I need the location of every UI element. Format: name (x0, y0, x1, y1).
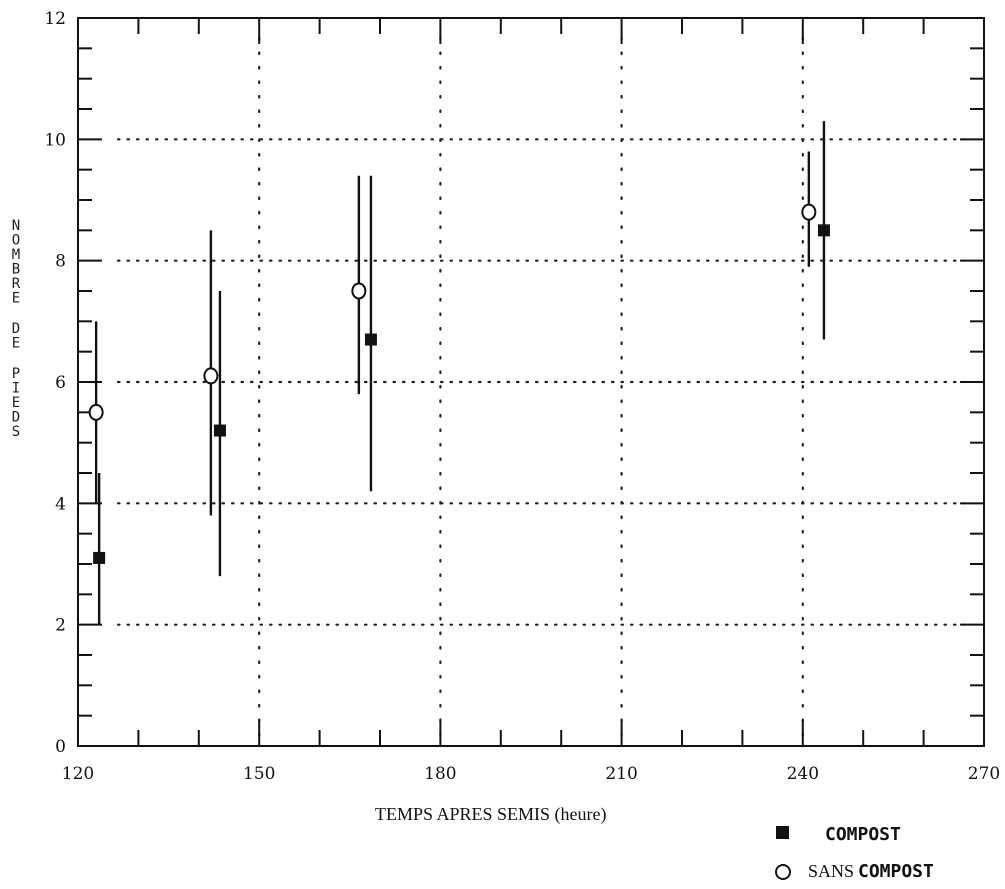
y-axis-title-letter: E (12, 395, 20, 411)
legend-sans-compost-marker (775, 864, 791, 880)
y-axis-title-letter: S (12, 424, 20, 440)
legend-compost-marker (776, 826, 789, 839)
y-tick-label: 12 (44, 9, 66, 29)
y-axis-title-letter: O (12, 233, 20, 249)
grid (116, 36, 966, 738)
ticks (77, 17, 985, 747)
x-tick-label: 210 (605, 764, 637, 784)
y-axis-title-letter: M (12, 247, 20, 263)
data-point-sans-compost (88, 403, 104, 421)
x-tick-label: 180 (424, 764, 456, 784)
x-tick-label: 120 (62, 764, 94, 784)
y-axis-title-letter: P (12, 366, 20, 382)
data-point-sans-compost (351, 282, 367, 300)
tick-labels: 120 150 180 210 240 270 0 2 4 6 8 10 12 (44, 9, 1000, 784)
y-tick-label: 4 (55, 494, 66, 514)
y-tick-label: 0 (55, 737, 66, 757)
y-axis-title-letter: D (12, 410, 20, 426)
data-point-compost (93, 551, 106, 564)
y-axis-title-letter: N (12, 218, 20, 234)
y-axis-title-letter: I (12, 381, 20, 397)
y-axis-title-letter: E (12, 336, 20, 352)
y-tick-label: 8 (55, 252, 66, 272)
legend-sans-label: SANS (808, 861, 854, 881)
legend: COMPOST SANS COMPOST (775, 824, 934, 882)
data-point-sans-compost (801, 203, 817, 221)
x-tick-label: 150 (243, 764, 275, 784)
y-axis-title-letter: E (12, 291, 20, 307)
x-axis-title: TEMPS APRES SEMIS (heure) (375, 804, 607, 825)
data-point-compost (364, 333, 377, 346)
series (88, 121, 830, 625)
data-point-compost (213, 424, 226, 437)
y-axis-title-letter: B (12, 262, 20, 278)
y-axis-title-letter: R (12, 276, 21, 292)
legend-sans-compost-label: COMPOST (858, 861, 934, 882)
y-tick-label: 10 (44, 130, 66, 150)
series-sans-compost (88, 151, 817, 516)
data-point-compost (817, 224, 830, 237)
x-tick-label: 270 (968, 764, 1000, 784)
y-tick-label: 6 (55, 373, 66, 393)
legend-compost-label: COMPOST (825, 824, 901, 845)
series-compost (93, 121, 830, 625)
data-point-sans-compost (203, 367, 219, 385)
x-tick-label: 240 (787, 764, 819, 784)
y-axis-title-letter: D (12, 321, 20, 337)
y-tick-label: 2 (55, 616, 66, 636)
